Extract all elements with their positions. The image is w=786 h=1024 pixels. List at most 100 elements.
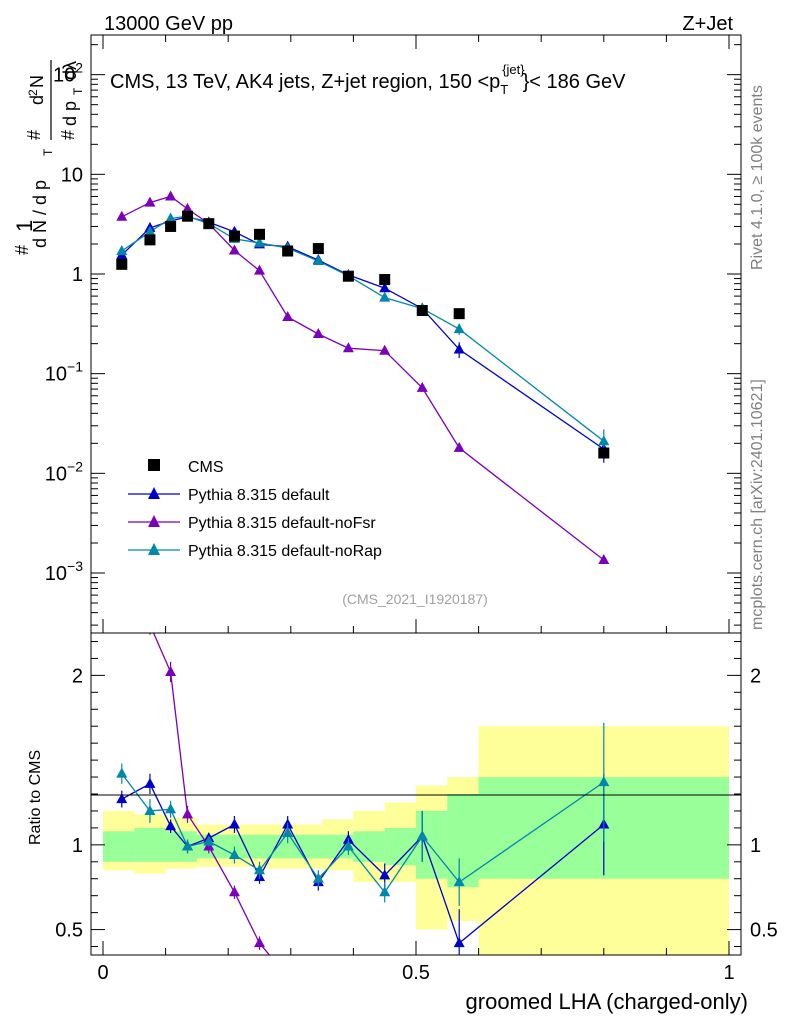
svg-text:#: # (12, 245, 32, 255)
main-point-default-10 (379, 282, 391, 293)
ratio-series-group (116, 500, 610, 1011)
ratio-point-default-10 (379, 869, 391, 880)
main-point-noFsr-1 (144, 196, 156, 207)
y-tick-label-main-0: 102 (53, 60, 83, 87)
ratio-point-noFsr-10 (379, 976, 390, 986)
svg-text:2: 2 (26, 89, 40, 96)
ratio-point-noRap-6 (254, 864, 265, 875)
main-point-noFsr-9 (342, 342, 354, 353)
legend-entry-norap: Pythia 8.315 default-noRap (188, 543, 382, 560)
ratio-point-default-1 (144, 777, 156, 788)
band-green-0 (103, 831, 135, 862)
ratio-point-noFsr-8 (313, 985, 324, 995)
svg-text:d: d (27, 95, 47, 105)
main-line-noRap (121, 215, 605, 442)
main-point-default-12 (453, 343, 465, 354)
y-tick-label-ratio-right-0: 2 (750, 665, 761, 687)
y-tick-label-ratio-right-1: 1 (750, 835, 761, 857)
main-point-noRap-13 (598, 435, 610, 446)
ratio-uncertainty-bands (103, 726, 729, 955)
band-green-1 (134, 827, 166, 862)
main-point-noFsr-8 (312, 328, 324, 338)
svg-text:T: T (41, 148, 55, 156)
chart-title: CMS, 13 TeV, AK4 jets, Z+jet region, 150… (110, 62, 626, 97)
ratio-point-noFsr-0 (116, 500, 127, 510)
cms-data-point-7 (282, 245, 294, 257)
legend-entry-cms: CMS (188, 459, 224, 476)
x-tick-label-2: 1 (723, 962, 734, 984)
band-green-6 (290, 834, 323, 859)
ratio-point-noRap-13 (598, 776, 610, 787)
main-line-noFsr (121, 195, 605, 561)
y-tick-label-main-1: 10 (61, 164, 83, 186)
ratio-point-noRap-8 (312, 872, 324, 883)
svg-text:dλ: dλ (60, 61, 80, 80)
main-point-noFsr-3 (182, 202, 194, 213)
y-tick-label-main-3: 10−1 (45, 359, 83, 386)
process-label: Z+Jet (682, 13, 733, 35)
main-series-lines (121, 195, 605, 561)
cms-data-point-6 (254, 228, 265, 240)
svg-text:T: T (71, 87, 85, 95)
y-axis-label-ratio: Ratio to CMS (27, 750, 44, 845)
y-tick-label-main-2: 1 (72, 264, 83, 286)
main-point-noFsr-11 (416, 381, 428, 392)
legend-marker-nofsr (148, 515, 160, 527)
svg-text:d p: d p (60, 101, 80, 126)
cms-data-point-2 (165, 220, 177, 232)
y-tick-label-ratio-left-0: 2 (72, 665, 83, 687)
main-point-noRap-6 (254, 236, 265, 247)
main-point-noFsr-12 (453, 441, 465, 452)
mcplots-label: mcplots.cern.ch [arXiv:2401.10621] (749, 379, 766, 630)
main-point-noRap-8 (312, 255, 324, 266)
ratio-point-noRap-3 (182, 840, 194, 851)
band-green-10 (416, 810, 448, 879)
cms-data-point-13 (598, 447, 610, 459)
main-line-default (121, 216, 605, 450)
y-tick-label-ratio-left-2: 0.5 (55, 920, 83, 942)
cms-data-point-1 (144, 234, 156, 246)
band-green-2 (165, 831, 197, 862)
ratio-point-noRap-5 (228, 849, 240, 860)
cms-data-point-8 (312, 243, 324, 255)
rivet-version-label: Rivet 4.1.0, ≥ 100k events (749, 85, 766, 270)
y-tick-label-main-4: 10−2 (45, 458, 83, 485)
main-data-marks (116, 190, 610, 565)
ratio-point-default-5 (228, 818, 240, 829)
legend-marker-default (148, 487, 160, 499)
x-tick-label-1: 0.5 (402, 962, 430, 984)
main-point-noFsr-10 (379, 344, 391, 355)
ratio-point-noRap-9 (342, 840, 354, 851)
cms-data-point-10 (379, 274, 391, 286)
ratio-point-noRap-11 (416, 830, 428, 841)
main-point-noFsr-0 (116, 210, 128, 221)
axis-ticks: 0 0.5 1 102 10 1 10−1 10−2 10−3 2 2 1 1 0.5 0.5 (45, 35, 778, 984)
ratio-point-noRap-10 (379, 886, 391, 897)
ratio-point-noFsr-1 (144, 619, 155, 629)
y-axis-label-main: # 1 d N / d p T # d 2 N # d p T dλ (12, 60, 85, 255)
band-green-8 (353, 831, 385, 862)
cms-data-point-12 (453, 308, 465, 320)
ratio-point-noFsr-5 (228, 886, 240, 897)
ratio-point-noFsr-6 (254, 937, 265, 948)
main-point-noRap-10 (379, 291, 391, 302)
ratio-series-lines (116, 500, 610, 1011)
main-point-noRap-12 (453, 323, 465, 334)
ratio-point-noRap-0 (116, 767, 128, 778)
ratio-point-noRap-1 (144, 804, 156, 815)
svg-text:d N / d p: d N / d p (30, 180, 50, 248)
svg-text:#: # (58, 130, 78, 140)
main-point-noFsr-6 (254, 264, 265, 275)
cms-data-point-9 (342, 270, 354, 282)
x-tick-label-0: 0 (97, 962, 108, 984)
cms-data-point-0 (116, 258, 128, 270)
main-point-noFsr-13 (598, 554, 610, 565)
y-tick-label-ratio-right-2: 0.5 (750, 920, 778, 942)
ratio-point-noRap-7 (282, 826, 294, 837)
ratio-point-noRap-4 (203, 835, 215, 846)
ratio-point-noRap-12 (453, 876, 465, 887)
ratio-point-noFsr-12 (454, 1001, 465, 1011)
ratio-point-noFsr-7 (282, 971, 293, 981)
cms-data-point-5 (228, 230, 240, 242)
